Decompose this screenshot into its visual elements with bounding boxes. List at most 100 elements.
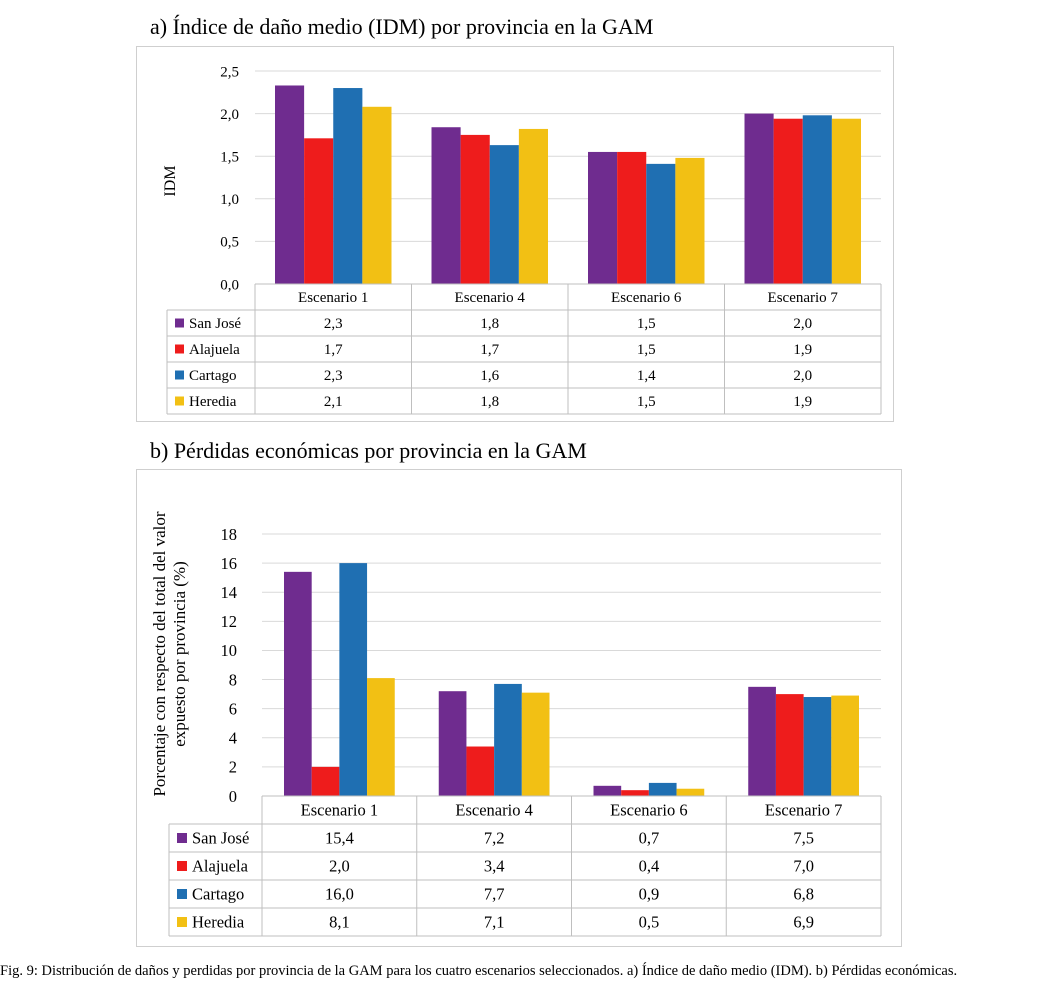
y-axis-label: Porcentaje con respecto del total del va… [150, 511, 169, 796]
chart-b-panel: 0 2 4 6 8 10 12 14 16 18 Porcentaje con respecto d… [136, 469, 902, 947]
bar-cartago-2 [489, 145, 519, 284]
table-cell-value: 16,0 [325, 885, 354, 904]
legend-label: Alajuela [192, 857, 249, 876]
figure-caption: Fig. 9: Distribución de daños y perdidas… [0, 963, 958, 979]
bar-sanjos-1 [284, 571, 312, 796]
chart-b-title: b) Pérdidas económicas por provincia en … [150, 438, 587, 463]
category-label: Escenario 1 [301, 801, 378, 820]
bar-alajuela-1 [311, 766, 340, 796]
table-cell-value: 7,1 [484, 913, 505, 932]
table-cell-value: 1,7 [480, 342, 499, 358]
table-cell-value: 0,5 [639, 913, 660, 932]
y-tick-label: 18 [221, 525, 238, 544]
bar-heredia-4 [831, 695, 859, 796]
bar-heredia-3 [676, 788, 705, 796]
y-tick-label: 1,5 [220, 149, 239, 165]
table-cell-value: 2,0 [329, 857, 350, 876]
legend-key-heredia [177, 917, 187, 927]
y-tick-label: 2,5 [220, 64, 239, 80]
bar-cartago-2 [494, 683, 522, 796]
table-cell-value: 2,0 [793, 316, 812, 332]
bar-heredia-1 [362, 106, 392, 284]
chart-a-title: a) Índice de daño medio (IDM) por provin… [150, 14, 654, 39]
table-cell-value: 2,3 [324, 368, 343, 384]
table-cell-value: 1,8 [480, 316, 499, 332]
category-label: Escenario 4 [455, 801, 532, 820]
y-tick-label: 1,0 [220, 192, 239, 208]
category-label: Escenario 7 [768, 290, 839, 306]
legend-label: Heredia [189, 394, 237, 410]
table-cell-value: 1,7 [324, 342, 343, 358]
bar-cartago-1 [339, 563, 368, 796]
category-label: Escenario 6 [610, 801, 687, 820]
y-axis-label: expuesto por provincia (%) [170, 561, 189, 747]
legend-label: Cartago [189, 368, 236, 384]
category-label: Escenario 4 [455, 290, 526, 306]
chart-b-svg: 0 2 4 6 8 10 12 14 16 18 Porcentaje con respecto d… [150, 511, 882, 937]
table-cell-value: 1,5 [637, 342, 656, 358]
y-tick-label: 16 [221, 554, 238, 573]
bar-heredia-2 [521, 692, 550, 796]
bar-cartago-1 [333, 88, 363, 284]
legend-key-sanjos [177, 833, 187, 843]
y-tick-label: 0 [229, 787, 237, 806]
table-cell-value: 8,1 [329, 913, 350, 932]
y-tick-label: 0,5 [220, 235, 239, 251]
y-tick-label: 8 [229, 670, 237, 689]
table-cell-value: 0,9 [639, 885, 660, 904]
table-cell-value: 0,7 [639, 829, 660, 848]
legend-key-cartago [177, 889, 187, 899]
bar-alajuela-3 [621, 790, 649, 796]
y-tick-label: 2 [229, 758, 237, 777]
table-cell-value: 2,1 [324, 394, 343, 410]
legend-key-alajuela [175, 344, 184, 354]
table-cell-value: 7,5 [793, 829, 814, 848]
legend-label: San José [192, 829, 249, 848]
legend-key-cartago [175, 370, 184, 380]
bar-cartago-4 [803, 697, 832, 796]
bar-alajuela-2 [460, 134, 490, 284]
bar-sanjos-4 [744, 113, 774, 284]
table-cell-value: 2,3 [324, 316, 343, 332]
bar-alajuela-4 [773, 118, 803, 284]
table-cell-value: 1,9 [793, 342, 812, 358]
table-cell-value: 7,2 [484, 829, 505, 848]
bar-cartago-3 [648, 782, 677, 796]
table-cell-value: 1,9 [793, 394, 812, 410]
bar-sanjos-1 [275, 85, 305, 284]
legend-label: San José [189, 316, 241, 332]
bar-heredia-1 [367, 678, 395, 796]
table-cell-value: 15,4 [325, 829, 354, 848]
category-label: Escenario 1 [298, 290, 368, 306]
chart-a-svg: 0,0 0,5 1,0 1,5 2,0 2,5 IDM Escenario 1 Escenari… [162, 64, 882, 415]
legend-key-sanjos [175, 318, 184, 328]
bar-cartago-4 [802, 115, 832, 284]
y-tick-label: 14 [221, 583, 238, 602]
y-tick-label: 6 [229, 699, 237, 718]
table-cell-value: 6,9 [793, 913, 814, 932]
table-cell-value: 1,6 [480, 368, 499, 384]
bar-heredia-2 [518, 128, 548, 284]
legend-label: Alajuela [189, 342, 240, 358]
y-tick-label: 10 [221, 641, 238, 660]
table-cell-value: 6,8 [793, 885, 814, 904]
table-cell-value: 2,0 [793, 368, 812, 384]
bar-cartago-3 [646, 163, 676, 284]
bar-alajuela-4 [775, 694, 804, 796]
table-cell-value: 1,5 [637, 316, 656, 332]
bar-sanjos-4 [748, 686, 776, 796]
y-tick-label: 12 [221, 612, 238, 631]
legend-key-heredia [175, 396, 184, 406]
table-cell-value: 7,0 [793, 857, 814, 876]
table-cell-value: 1,5 [637, 394, 656, 410]
bar-alajuela-1 [304, 138, 334, 284]
y-axis-label: IDM [162, 165, 179, 196]
table-cell-value: 1,4 [637, 368, 656, 384]
legend-label: Cartago [192, 885, 244, 904]
y-tick-label: 0,0 [220, 277, 239, 293]
bar-sanjos-2 [431, 127, 461, 285]
table-cell-value: 1,8 [480, 394, 499, 410]
category-label: Escenario 6 [611, 290, 682, 306]
bar-alajuela-2 [466, 746, 495, 796]
bar-sanjos-3 [593, 785, 622, 796]
